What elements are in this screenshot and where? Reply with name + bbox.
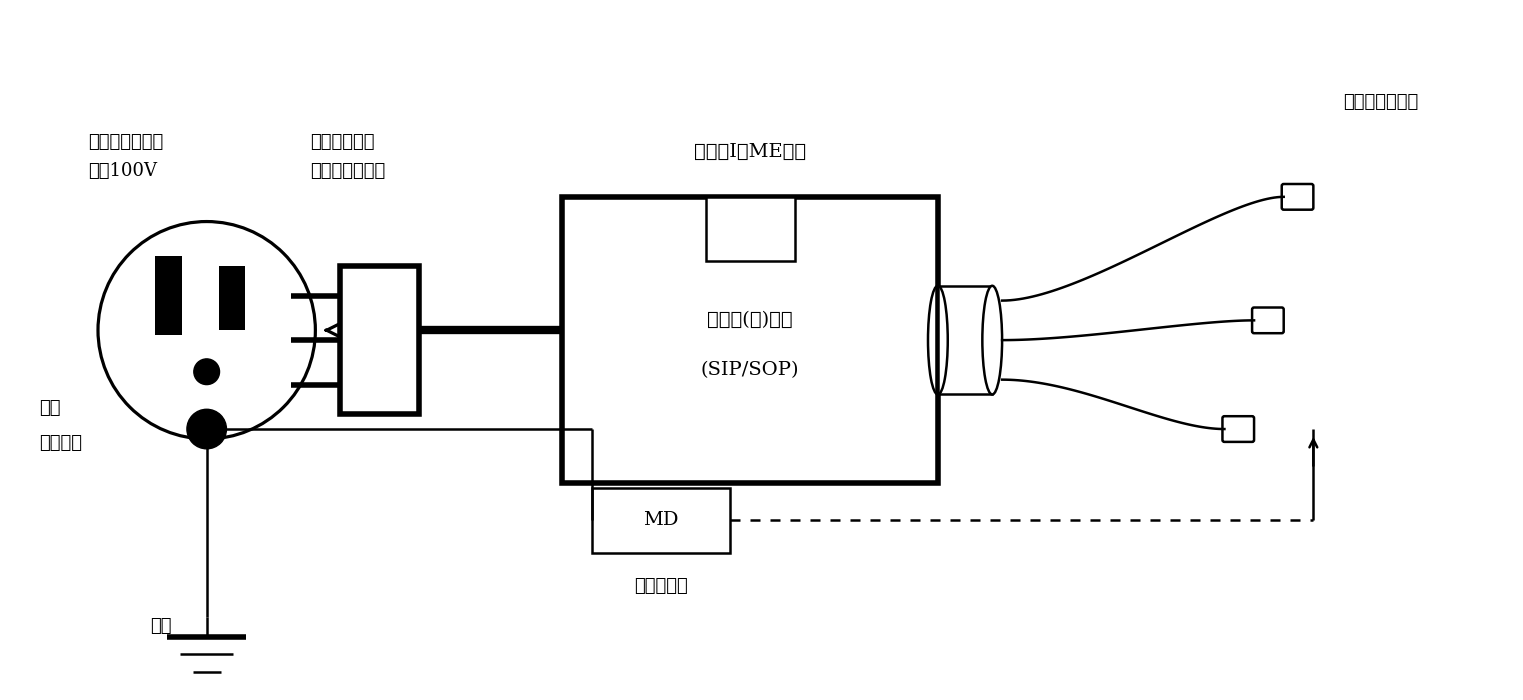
Text: 電源100V: 電源100V bbox=[88, 162, 157, 181]
Circle shape bbox=[193, 359, 219, 384]
Bar bbox=[705, 197, 795, 261]
Text: 接地: 接地 bbox=[151, 617, 172, 635]
Text: 医用コンセント: 医用コンセント bbox=[88, 132, 163, 150]
Circle shape bbox=[187, 410, 227, 449]
Text: 測定用器具: 測定用器具 bbox=[635, 578, 688, 595]
Bar bbox=[938, 286, 991, 395]
FancyBboxPatch shape bbox=[1252, 307, 1284, 333]
FancyBboxPatch shape bbox=[1282, 184, 1313, 210]
Text: ２極接地極付: ２極接地極付 bbox=[311, 132, 375, 150]
Text: 医用差込プラグ: 医用差込プラグ bbox=[311, 162, 385, 181]
Text: MD: MD bbox=[643, 511, 679, 529]
Text: 壁面: 壁面 bbox=[38, 400, 61, 417]
Text: (SIP/SOP): (SIP/SOP) bbox=[701, 360, 800, 379]
Bar bbox=[218, 266, 245, 330]
Text: 患者誘導コード: 患者誘導コード bbox=[1343, 93, 1418, 111]
Bar bbox=[340, 266, 419, 414]
Text: 信号入(出)力部: 信号入(出)力部 bbox=[707, 312, 793, 330]
Text: クラスⅠのME機器: クラスⅠのME機器 bbox=[694, 143, 806, 160]
FancyBboxPatch shape bbox=[1223, 416, 1253, 442]
Text: 接地端子: 接地端子 bbox=[38, 434, 82, 452]
Ellipse shape bbox=[982, 286, 1002, 395]
Bar bbox=[592, 489, 731, 552]
Bar bbox=[562, 197, 938, 484]
Bar bbox=[155, 256, 181, 335]
